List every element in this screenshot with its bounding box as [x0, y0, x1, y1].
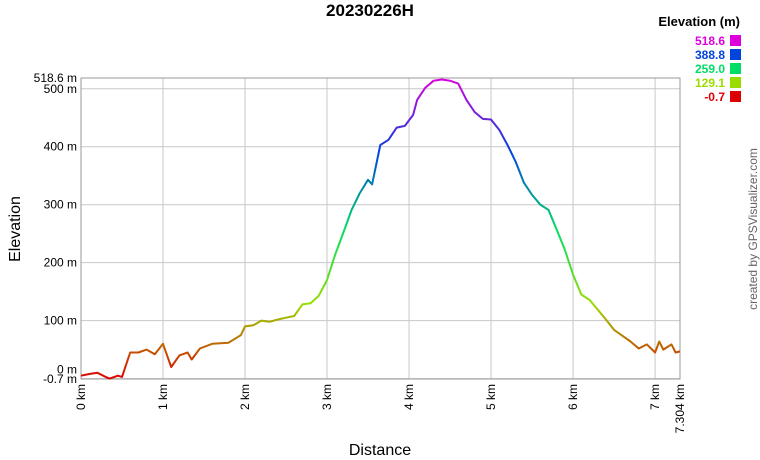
- legend-title: Elevation (m): [658, 14, 740, 29]
- y-tick-label: 0 m: [57, 363, 77, 377]
- legend-label: 259.0: [695, 62, 725, 76]
- legend-swatch: [730, 91, 741, 102]
- x-tick-label: 7 km: [648, 384, 662, 410]
- y-tick-label: 400 m: [44, 140, 77, 154]
- credit: created by GPSVisualizer.com: [746, 148, 760, 310]
- legend-label: 518.6: [695, 34, 725, 48]
- x-tick-label: 1 km: [156, 384, 170, 410]
- x-tick-label: 7.304 km: [673, 384, 687, 433]
- legend-swatch: [730, 35, 741, 46]
- y-tick-label: 500 m: [44, 82, 77, 96]
- x-tick-label: 6 km: [566, 384, 580, 410]
- x-tick-label: 5 km: [484, 384, 498, 410]
- y-tick-label: 300 m: [44, 198, 77, 212]
- legend-label: 129.1: [695, 76, 725, 90]
- y-tick-label: 200 m: [44, 256, 77, 270]
- legend-swatch: [730, 77, 741, 88]
- chart-title: 20230226H: [326, 1, 414, 20]
- legend-swatch: [730, 49, 741, 60]
- y-tick-label: 518.6 m: [34, 71, 77, 85]
- y-tick-label: 100 m: [44, 314, 77, 328]
- elevation-line: [80, 78, 681, 380]
- legend-swatch: [730, 63, 741, 74]
- x-tick-label: 3 km: [320, 384, 334, 410]
- plot-frame: [80, 77, 681, 380]
- legend-label: 388.8: [695, 48, 725, 62]
- x-tick-label: 4 km: [402, 384, 416, 410]
- y-tick-label: -0.7 m: [43, 372, 77, 386]
- legend-label: -0.7: [704, 90, 725, 104]
- x-tick-label: 0 km: [74, 384, 88, 410]
- x-axis-title: Distance: [349, 442, 411, 459]
- y-axis-title: Elevation: [7, 196, 24, 262]
- x-tick-label: 2 km: [238, 384, 252, 410]
